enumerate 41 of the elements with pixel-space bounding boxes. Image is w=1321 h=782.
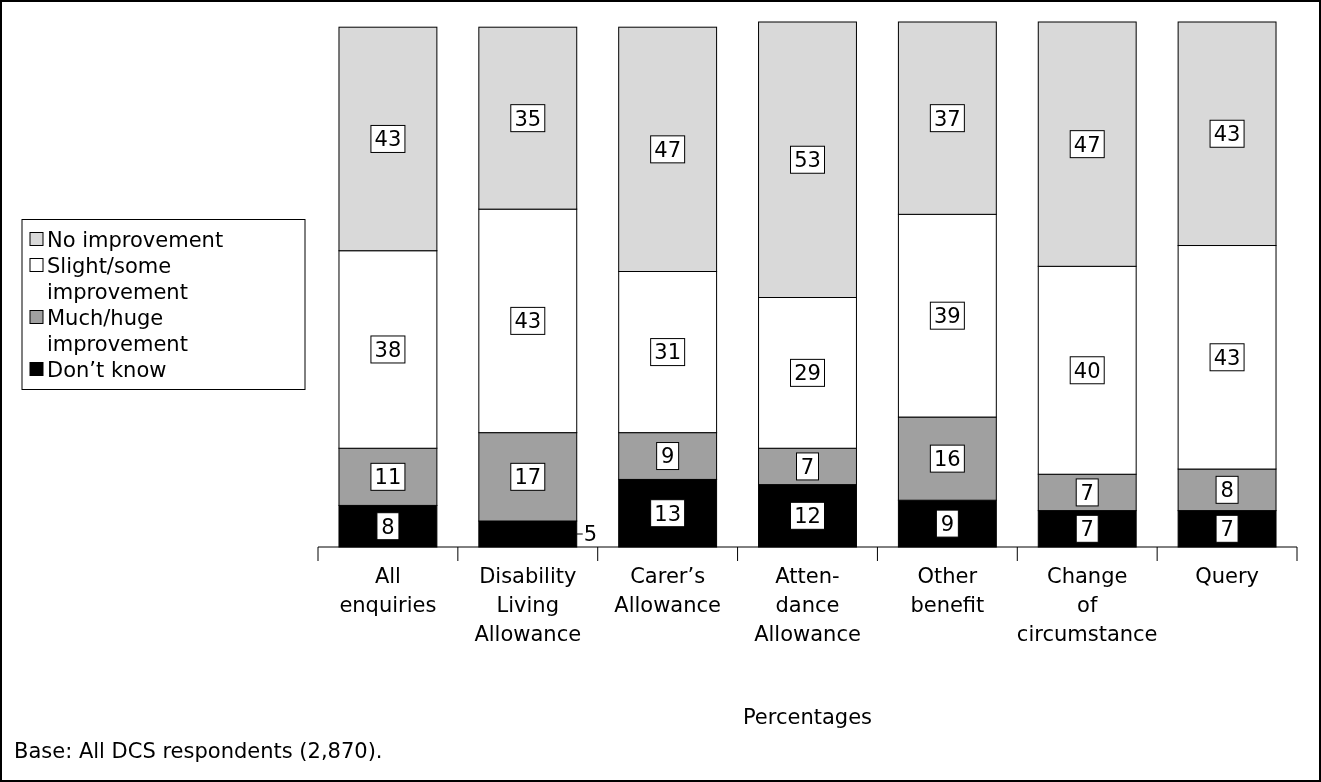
x-tick-label: Disability Living Allowance xyxy=(474,564,582,646)
data-label: 8 xyxy=(1220,478,1234,503)
x-tick-label: Other benefit xyxy=(910,564,985,617)
text: Base: All DCS respondents (2,870). xyxy=(14,739,383,763)
data-label: 9 xyxy=(660,444,675,469)
data-label: 47 xyxy=(1073,132,1101,157)
data-label: 17 xyxy=(514,465,542,490)
data-label: 16 xyxy=(933,446,961,471)
data-label: 5 xyxy=(583,522,598,547)
data-label: 37 xyxy=(933,106,961,131)
data-label: 38 xyxy=(374,337,402,362)
data-label: 53 xyxy=(794,148,821,173)
data-label: 7 xyxy=(1080,517,1094,542)
data-label: 40 xyxy=(1073,358,1101,383)
data-label: 11 xyxy=(374,465,402,490)
x-axis-title: Percentages xyxy=(742,705,873,729)
data-label: 13 xyxy=(654,501,682,526)
data-label: 31 xyxy=(654,340,682,365)
data-label: 35 xyxy=(514,106,542,131)
data-label: 47 xyxy=(654,137,682,162)
data-label: 7 xyxy=(1080,480,1094,505)
data-label: 39 xyxy=(933,304,961,329)
data-label: 9 xyxy=(940,511,955,536)
x-tick-label: Atten- dance Allowance xyxy=(754,564,861,646)
legend-label: Don’t know xyxy=(47,357,167,382)
data-label: 43 xyxy=(1213,345,1241,370)
legend-label: Slight/some improvement xyxy=(47,253,188,304)
data-label: 7 xyxy=(800,454,815,479)
x-tick-label: All enquiries xyxy=(339,564,437,617)
x-tick-label: Change of circumstance xyxy=(1016,564,1158,646)
data-label: 8 xyxy=(381,514,395,539)
data-label: 43 xyxy=(514,309,542,334)
data-label: 43 xyxy=(1213,122,1241,147)
data-label: 12 xyxy=(794,504,821,529)
data-label: 29 xyxy=(794,361,821,386)
data-label: 7 xyxy=(1220,517,1234,542)
legend-label: Much/huge improvement xyxy=(47,305,188,356)
data-label: 43 xyxy=(374,127,402,152)
x-tick-label: Carer’s Allowance xyxy=(614,564,721,617)
x-tick-label: Query xyxy=(1195,564,1259,588)
legend-label: No improvement xyxy=(47,227,224,252)
